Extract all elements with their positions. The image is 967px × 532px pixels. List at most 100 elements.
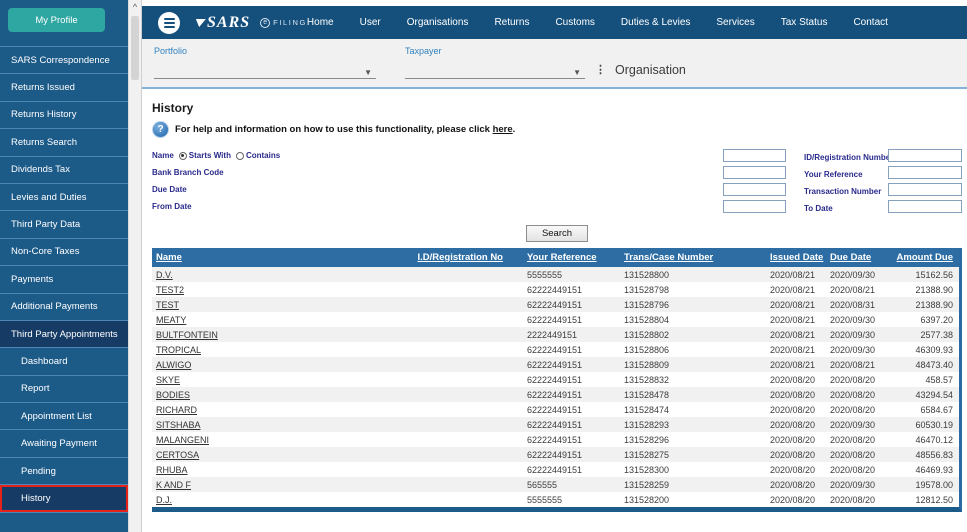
search-button[interactable]: Search [525, 225, 589, 242]
row-name-link[interactable]: TEST [156, 299, 180, 310]
sidebar-item-awaiting-payment[interactable]: Awaiting Payment [0, 429, 128, 456]
cell-due: 2020/09/30 [830, 479, 876, 490]
scroll-up-icon[interactable]: ^ [132, 2, 138, 12]
row-name-link[interactable]: MALANGENI [156, 434, 210, 445]
nav-item-contact[interactable]: Contact [853, 17, 888, 28]
table-row: D.J. 5555555 131528200 2020/08/20 2020/08/20… [152, 492, 959, 507]
cell-id [392, 282, 507, 297]
main-area: SARS e FILING Home User Organisations Retur… [142, 0, 967, 532]
taxpayer-dropdown[interactable]: ▼ [405, 67, 585, 79]
scrollbar-thumb[interactable] [131, 16, 139, 80]
id-registration-input[interactable] [888, 149, 962, 162]
name-input[interactable] [723, 149, 786, 162]
row-name-link[interactable]: TROPICAL [156, 344, 202, 355]
sidebar-item-returns-search[interactable]: Returns Search [0, 128, 128, 155]
table-row: SITSHABA 62222449151 131528293 2020/08/20 20… [152, 417, 959, 432]
bank-branch-code-input[interactable] [723, 166, 786, 179]
radio-contains[interactable] [235, 151, 244, 160]
sidebar-item-non-core-taxes[interactable]: Non-Core Taxes [0, 237, 128, 265]
due-date-input[interactable] [723, 183, 786, 196]
cell-amount: 21388.90 [915, 284, 953, 295]
search-row: Search [152, 223, 962, 242]
sidebar-item-additional-payments[interactable]: Additional Payments [0, 292, 128, 320]
nav-item-tax-status[interactable]: Tax Status [780, 17, 828, 28]
sidebar-item-pending[interactable]: Pending [0, 456, 128, 484]
column-header-name[interactable]: Name [152, 248, 392, 267]
sars-wordmark: SARS [207, 13, 251, 31]
from-date-label: From Date [152, 202, 192, 211]
table-row: D.V. 5555555 131528800 2020/08/21 2020/09/30… [152, 267, 959, 282]
cell-issued: 2020/08/21 [770, 359, 816, 370]
row-name-link[interactable]: SKYE [156, 374, 181, 385]
column-header-issued-date[interactable]: Issued Date [762, 248, 824, 267]
sidebar-item-returns-history[interactable]: Returns History [0, 100, 128, 128]
nav-item-services[interactable]: Services [716, 17, 755, 28]
table-row: CERTOSA 62222449151 131528275 2020/08/20 202… [152, 447, 959, 462]
cell-issued: 2020/08/21 [770, 329, 816, 340]
row-name-link[interactable]: CERTOSA [156, 449, 200, 460]
cell-issued: 2020/08/20 [770, 479, 816, 490]
row-name-link[interactable]: TEST2 [156, 284, 185, 295]
row-name-link[interactable]: RICHARD [156, 404, 198, 415]
to-date-input[interactable] [888, 200, 962, 213]
menu-icon[interactable] [158, 11, 180, 34]
help-link[interactable]: here [492, 124, 513, 135]
row-name-link[interactable]: K AND F [156, 479, 192, 490]
row-name-link[interactable]: MEATY [156, 314, 187, 325]
column-header-trans-case-number[interactable]: Trans/Case Number [612, 248, 762, 267]
sidebar-item-levies-and-duties[interactable]: Levies and Duties [0, 182, 128, 210]
row-name-link[interactable]: SITSHABA [156, 419, 201, 430]
cell-amount: 48556.83 [915, 449, 953, 460]
row-name-link[interactable]: BODIES [156, 389, 191, 400]
column-header-i-d-registration-no[interactable]: I.D/Registration No [392, 248, 507, 267]
sidebar-item-third-party-data[interactable]: Third Party Data [0, 210, 128, 237]
filter-row: From Date To Date [152, 198, 962, 215]
sidebar-item-sars-correspondence[interactable]: SARS Correspondence [0, 46, 128, 73]
row-name-link[interactable]: RHUBA [156, 464, 188, 475]
filter-row: Bank Branch Code Your Reference [152, 164, 962, 181]
from-date-input[interactable] [723, 200, 786, 213]
nav-item-user[interactable]: User [359, 17, 381, 28]
column-header-your-reference[interactable]: Your Reference [507, 248, 612, 267]
cell-trans: 131528293 [624, 419, 670, 430]
row-name-link[interactable]: D.V. [156, 269, 173, 280]
sidebar-item-returns-issued[interactable]: Returns Issued [0, 73, 128, 100]
cell-trans: 131528296 [624, 434, 670, 445]
cell-trans: 131528200 [624, 494, 670, 505]
your-reference-input[interactable] [888, 166, 962, 179]
cell-amount: 46309.93 [915, 344, 953, 355]
due-date-label: Due Date [152, 185, 187, 194]
sidebar-item-third-party-appointments[interactable]: Third Party Appointments [0, 319, 128, 348]
portfolio-dropdown[interactable]: ▼ [154, 67, 376, 79]
nav-item-home[interactable]: Home [306, 17, 334, 28]
my-profile-button[interactable]: My Profile [8, 8, 105, 32]
cell-id [392, 357, 507, 372]
help-icon[interactable]: ? [152, 121, 169, 138]
nav-item-returns[interactable]: Returns [494, 17, 530, 28]
row-name-link[interactable]: BULTFONTEIN [156, 329, 218, 340]
radio-starts-with[interactable] [178, 151, 187, 160]
table-row: TEST2 62222449151 131528798 2020/08/21 2020/… [152, 282, 959, 297]
sidebar-item-payments[interactable]: Payments [0, 265, 128, 292]
column-header-amount-due[interactable]: Amount Due [886, 248, 959, 267]
kebab-menu-icon[interactable]: ⋮ [595, 64, 606, 76]
sidebar-item-report[interactable]: Report [0, 374, 128, 402]
transaction-number-input[interactable] [888, 183, 962, 196]
portfolio-select[interactable]: Portfolio ▼ [154, 46, 376, 79]
cell-issued: 2020/08/21 [770, 314, 816, 325]
nav-item-customs[interactable]: Customs [555, 17, 595, 28]
cell-due: 2020/08/20 [830, 434, 876, 445]
sidebar-item-appointment-list[interactable]: Appointment List [0, 402, 128, 429]
column-header-due-date[interactable]: Due Date [824, 248, 886, 267]
sidebar-item-history[interactable]: History [0, 484, 128, 512]
nav-item-duties-levies[interactable]: Duties & Levies [620, 17, 691, 28]
sidebar-item-dividends-tax[interactable]: Dividends Tax [0, 155, 128, 183]
table-row: TROPICAL 62222449151 131528806 2020/08/21 20… [152, 342, 959, 357]
sidebar-item-dashboard[interactable]: Dashboard [0, 347, 128, 374]
sidebar-scrollbar[interactable]: ^ [128, 0, 142, 532]
row-name-link[interactable]: D.J. [156, 494, 173, 505]
cell-due: 2020/08/20 [830, 494, 876, 505]
taxpayer-select[interactable]: Taxpayer ▼ [405, 46, 585, 79]
row-name-link[interactable]: ALWIGO [156, 359, 192, 370]
nav-item-organisations[interactable]: Organisations [406, 17, 469, 28]
